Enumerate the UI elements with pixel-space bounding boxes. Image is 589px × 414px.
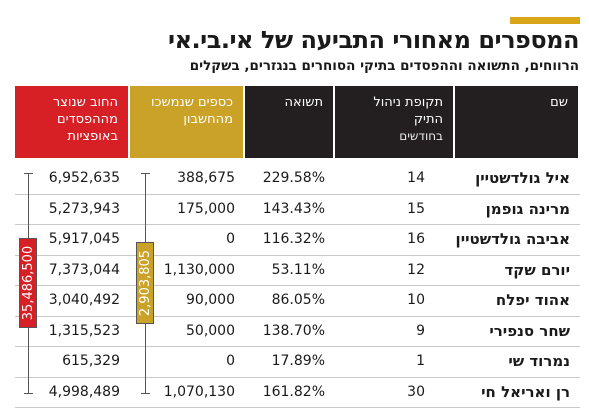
row-name: שחר סנפירי — [489, 321, 570, 340]
table-cell: 5,917,045 — [48, 231, 120, 247]
table-cell: 1,315,523 — [48, 322, 120, 339]
table-cell: 0 — [226, 353, 235, 369]
column-header-title: תקופת ניהול התיק — [373, 95, 443, 127]
accent-bar — [510, 17, 580, 24]
row-divider — [15, 315, 580, 317]
table-cell: 138.70% — [262, 322, 325, 339]
table-cell: 53.11% — [271, 261, 325, 278]
table-cell: 4,998,489 — [48, 383, 120, 400]
total-box: 35,486,500 — [19, 238, 37, 328]
title: המספרים מאחורי התביעה של אי.בי.אי — [168, 26, 579, 54]
row-name: איל גולדשטיין — [475, 169, 570, 187]
row-name: יורם שקד — [504, 260, 570, 279]
row-name: נמרוד שי — [508, 352, 570, 370]
table-cell: 16 — [407, 231, 425, 247]
row-name: אהוד יפלח — [495, 291, 570, 309]
column-header: שם — [455, 86, 578, 158]
table-cell: 175,000 — [177, 200, 235, 217]
table-cell: 12 — [407, 261, 425, 278]
table-cell: 229.58% — [262, 170, 325, 186]
bracket-tick — [24, 393, 33, 394]
table-cell: 10 — [407, 292, 425, 308]
table-cell: 90,000 — [186, 292, 235, 308]
table-cell: 17.89% — [271, 353, 325, 369]
column-header: תקופת ניהול התיק בחודשים — [335, 86, 453, 158]
table-cell: 161.82% — [262, 383, 325, 400]
table-cell: 1 — [416, 353, 425, 369]
table-cell: 50,000 — [186, 322, 235, 339]
table-cell: 3,040,492 — [48, 292, 120, 308]
subtitle: הרווחים, התשואה וההפסדים בתיקי הסוחרים ב… — [189, 58, 579, 74]
table-cell: 6,952,635 — [48, 170, 120, 186]
table-cell: 1,070,130 — [163, 383, 235, 400]
column-header: החוב שנוצר מההפסדים באופציות — [15, 86, 128, 158]
table-cell: 5,273,943 — [48, 200, 120, 217]
row-divider — [15, 193, 580, 195]
row-divider — [15, 407, 580, 408]
row-divider — [15, 254, 580, 256]
bracket-tick — [141, 393, 150, 394]
column-header: כספים שנמשכו מהחשבון — [130, 86, 243, 158]
row-divider — [15, 376, 580, 378]
table-cell: 388,675 — [177, 170, 235, 186]
table-cell: 14 — [407, 170, 425, 186]
table-cell: 30 — [407, 383, 425, 400]
table-cell: 143.43% — [262, 200, 325, 217]
row-name: אביבה גולדשטיין — [455, 230, 570, 248]
column-header-title: תשואה — [284, 95, 323, 110]
total-box: 2,903,805 — [136, 242, 154, 324]
column-header: תשואה — [245, 86, 333, 158]
bracket-tick — [141, 173, 150, 174]
row-name: מרינה גופמן — [485, 199, 570, 218]
table-cell: 7,373,044 — [48, 261, 120, 278]
bracket-tick — [24, 173, 33, 174]
column-header-title: כספים שנמשכו מהחשבון — [151, 95, 233, 127]
table-cell: 615,329 — [62, 353, 120, 369]
table-cell: 86.05% — [271, 292, 325, 308]
column-header-title: שם — [550, 95, 568, 110]
column-header-note: בחודשים — [399, 129, 443, 143]
column-header-title: החוב שנוצר מההפסדים באופציות — [52, 95, 118, 144]
row-divider — [15, 346, 580, 347]
row-divider — [15, 285, 580, 286]
table-cell: 116.32% — [262, 231, 325, 247]
table-cell: 9 — [416, 322, 425, 339]
table-cell: 1,130,000 — [163, 261, 235, 278]
table-cell: 15 — [407, 200, 425, 217]
row-divider — [15, 224, 580, 225]
table-cell: 0 — [226, 231, 235, 247]
row-name: רן ואריאל חי — [481, 382, 570, 401]
